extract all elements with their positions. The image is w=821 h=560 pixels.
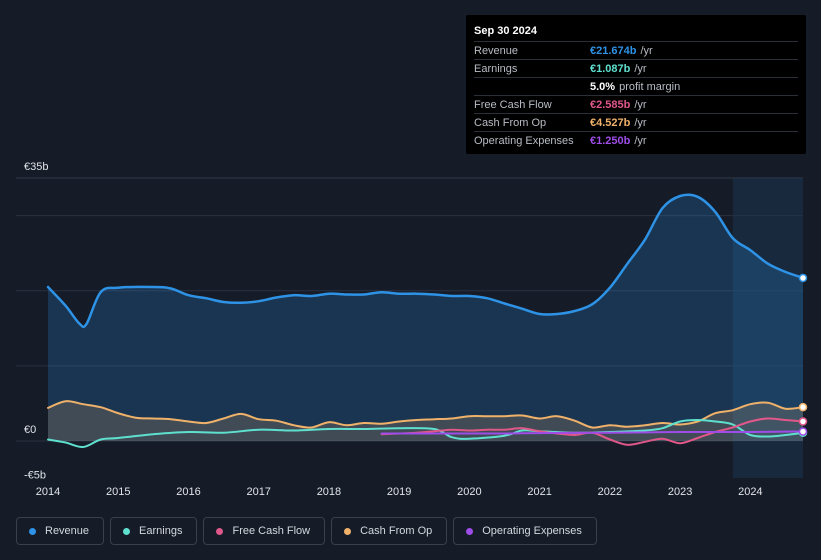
legend-label: Operating Expenses (482, 525, 582, 537)
legend-item-cash-from-op[interactable]: Cash From Op (331, 517, 448, 545)
tooltip-row-label: Operating Expenses (474, 134, 574, 147)
tooltip-row: Revenue €21.674b/yr (474, 41, 798, 59)
tooltip-row-label: Earnings (474, 62, 518, 75)
tooltip-row-label: Revenue (474, 44, 519, 57)
series-end-marker-operating-expenses (798, 427, 808, 436)
tooltip-row-label: Free Cash Flow (474, 98, 552, 111)
tooltip-row-value: €2.585b (590, 98, 631, 111)
plot-negative-area (48, 441, 803, 478)
legend-dot-icon (216, 527, 224, 535)
series-area-revenue (48, 194, 803, 441)
series-end-marker-free-cash-flow (798, 417, 808, 426)
legend-label: Cash From Op (360, 525, 433, 537)
y-tick-label: -€5b (24, 470, 46, 482)
legend-item-earnings[interactable]: Earnings (110, 517, 198, 545)
tooltip-row: Earnings €1.087b/yr (474, 59, 798, 77)
highlight-region (732, 178, 803, 478)
x-tick-label: 2024 (738, 486, 762, 498)
legend-label: Free Cash Flow (232, 525, 311, 537)
legend-item-revenue[interactable]: Revenue (16, 517, 105, 545)
forecast-highlight (732, 178, 803, 478)
legend-label: Revenue (45, 525, 90, 537)
tooltip-row-unit: /yr (640, 44, 653, 57)
legend-dot-icon (466, 527, 474, 535)
series-end-marker-cash-from-op (798, 402, 808, 412)
series-lines (46, 193, 808, 449)
x-tick-label: 2023 (668, 486, 692, 498)
tooltip-row-value: €21.674b (590, 44, 637, 57)
tooltip-row-unit: /yr (634, 98, 647, 111)
series-line-cash-from-op (47, 400, 804, 429)
x-tick-label: 2020 (457, 486, 481, 498)
x-tick-label: 2016 (176, 486, 200, 498)
tooltip-row-value: €1.250b (590, 134, 631, 147)
x-tick-label: 2022 (598, 486, 622, 498)
tooltip-row-value: 5.0% (590, 80, 616, 93)
chart-legend: Revenue Earnings Free Cash Flow Cash From O… (16, 517, 597, 545)
legend-dot-icon (29, 527, 36, 535)
legend-item-free-cash-flow[interactable]: Free Cash Flow (203, 517, 326, 545)
tooltip-rows: Revenue €21.674b/yr Earnings €1.087b/yr 5.0%… (474, 41, 798, 149)
x-tick-label: 2014 (36, 486, 60, 498)
legend-label: Earnings (139, 525, 183, 537)
series-end-marker-revenue (798, 273, 808, 283)
series-line-earnings (47, 419, 804, 449)
tooltip-row-value: €4.527b (590, 116, 631, 129)
tooltip-row-unit: /yr (634, 62, 647, 75)
x-tick-label: 2021 (527, 486, 551, 498)
series-line-revenue (46, 193, 805, 329)
axis-labels: €35b €0 -€5b 2014 2015 2016 2017 2018 2019 2020 20… (24, 161, 763, 498)
y-tick-label: €35b (24, 161, 48, 173)
legend-dot-icon (344, 527, 352, 535)
tooltip-row: 5.0% profit margin (474, 77, 798, 95)
tooltip-row: Free Cash Flow €2.585b/yr (474, 95, 798, 113)
tooltip-row-unit: profit margin (619, 80, 681, 93)
y-tick-label: €0 (24, 424, 36, 436)
legend-dot-icon (123, 527, 131, 535)
x-tick-label: 2018 (317, 486, 341, 498)
tooltip-date: Sep 30 2024 (474, 25, 537, 37)
tooltip-row-value: €1.087b (590, 62, 631, 75)
tooltip-row: Cash From Op €4.527b/yr (474, 113, 798, 131)
tooltip-row-unit: /yr (634, 116, 647, 129)
grid-lines (16, 177, 803, 478)
tooltip-panel: Sep 30 2024 Revenue €21.674b/yr Earnings €1… (466, 15, 806, 154)
tooltip-row-unit: /yr (634, 134, 647, 147)
series-line-operating-expenses (380, 430, 804, 435)
x-tick-label: 2019 (387, 486, 411, 498)
tooltip-row-label: Cash From Op (474, 116, 547, 129)
x-tick-label: 2015 (106, 486, 130, 498)
legend-item-operating-expenses[interactable]: Operating Expenses (453, 517, 597, 545)
x-tick-label: 2017 (246, 486, 270, 498)
tooltip-row: Operating Expenses €1.250b/yr (474, 131, 798, 149)
